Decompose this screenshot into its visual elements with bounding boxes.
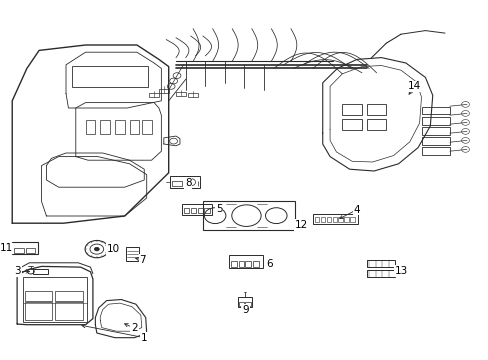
Bar: [197, 208, 203, 213]
Bar: [23, 277, 87, 322]
Bar: [55, 291, 83, 301]
Bar: [245, 302, 251, 306]
Text: 10: 10: [107, 244, 120, 254]
Text: 2: 2: [131, 323, 138, 333]
Bar: [342, 104, 361, 115]
Bar: [366, 260, 394, 267]
Bar: [183, 208, 189, 213]
Bar: [12, 242, 38, 254]
Bar: [25, 302, 52, 320]
Text: 3: 3: [14, 266, 21, 276]
Bar: [204, 208, 209, 213]
Bar: [421, 117, 449, 125]
Text: 11: 11: [0, 243, 14, 253]
Bar: [421, 147, 449, 155]
Bar: [72, 66, 148, 87]
Bar: [421, 137, 449, 145]
Circle shape: [94, 247, 99, 251]
Bar: [238, 302, 244, 306]
Bar: [320, 217, 325, 222]
Bar: [126, 247, 139, 261]
Bar: [172, 181, 182, 186]
Bar: [366, 119, 386, 130]
Bar: [245, 261, 251, 267]
Bar: [366, 104, 386, 115]
Bar: [115, 120, 124, 134]
Bar: [33, 269, 48, 274]
Bar: [344, 217, 348, 222]
Bar: [203, 201, 294, 230]
Bar: [14, 248, 24, 253]
Bar: [25, 291, 52, 301]
Text: 5: 5: [215, 204, 222, 214]
Bar: [170, 176, 199, 188]
Bar: [142, 120, 151, 134]
Bar: [159, 89, 168, 93]
Text: 9: 9: [242, 305, 248, 315]
Text: 8: 8: [184, 178, 191, 188]
Bar: [26, 248, 35, 253]
Bar: [237, 297, 252, 307]
Text: 12: 12: [294, 220, 307, 230]
Bar: [366, 270, 394, 277]
Bar: [149, 93, 159, 97]
Bar: [332, 217, 336, 222]
Text: 4: 4: [353, 204, 360, 215]
Bar: [228, 255, 263, 268]
Bar: [312, 214, 357, 224]
Bar: [176, 92, 185, 96]
Bar: [188, 93, 198, 97]
Bar: [182, 204, 212, 215]
Bar: [326, 217, 330, 222]
Bar: [338, 217, 342, 222]
Bar: [314, 217, 319, 222]
Text: 7: 7: [139, 255, 146, 265]
Bar: [230, 261, 236, 267]
Bar: [85, 120, 95, 134]
Bar: [421, 107, 449, 114]
Text: 14: 14: [407, 81, 421, 91]
Bar: [190, 208, 196, 213]
Bar: [349, 217, 354, 222]
Bar: [253, 261, 259, 267]
Bar: [421, 127, 449, 135]
Text: 1: 1: [141, 333, 147, 343]
Bar: [55, 302, 83, 320]
Text: 13: 13: [393, 266, 407, 276]
Text: 6: 6: [266, 258, 273, 269]
Bar: [129, 120, 139, 134]
Bar: [342, 119, 361, 130]
Bar: [100, 120, 110, 134]
Bar: [238, 261, 244, 267]
